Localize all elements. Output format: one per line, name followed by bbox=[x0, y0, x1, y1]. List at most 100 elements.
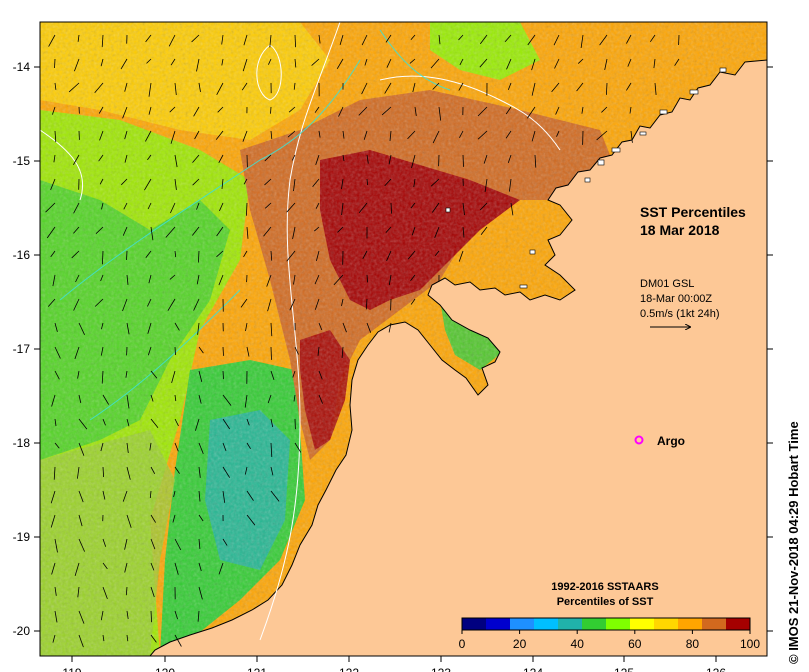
current-vector bbox=[78, 634, 84, 648]
current-vector bbox=[174, 538, 182, 551]
colorbar-swatches bbox=[462, 618, 751, 630]
current-vector bbox=[221, 178, 224, 189]
current-vector bbox=[78, 610, 85, 624]
current-vector bbox=[170, 130, 176, 144]
current-vector bbox=[577, 58, 584, 64]
current-vector bbox=[218, 562, 224, 575]
current-vector bbox=[124, 154, 128, 163]
colorbar-subtitle: Percentiles of SST bbox=[557, 596, 654, 608]
current-vector bbox=[54, 610, 58, 623]
current-vector bbox=[126, 274, 129, 285]
current-vector bbox=[362, 250, 368, 259]
current-vector bbox=[361, 34, 368, 46]
current-vector bbox=[167, 298, 176, 311]
current-vector bbox=[147, 154, 152, 161]
current-vector bbox=[480, 226, 488, 235]
current-vector bbox=[316, 250, 320, 262]
current-vector bbox=[54, 130, 57, 143]
current-vector bbox=[148, 82, 152, 97]
current-vector bbox=[172, 514, 176, 523]
current-vector bbox=[438, 34, 441, 45]
current-vector bbox=[193, 106, 200, 117]
current-vector bbox=[100, 610, 104, 621]
current-vector bbox=[484, 178, 488, 192]
current-vector bbox=[198, 250, 200, 263]
current-vector bbox=[45, 202, 56, 213]
current-vector bbox=[174, 322, 180, 331]
current-vector bbox=[194, 130, 200, 140]
current-vector bbox=[99, 130, 104, 141]
current-vector bbox=[410, 202, 416, 209]
current-vector bbox=[102, 490, 106, 500]
current-vector bbox=[333, 274, 344, 286]
current-vector bbox=[54, 586, 57, 596]
current-vector bbox=[386, 58, 392, 68]
current-vector bbox=[54, 538, 58, 553]
current-vector bbox=[606, 82, 608, 95]
current-vector bbox=[293, 82, 296, 90]
current-vector bbox=[389, 130, 392, 141]
current-vector bbox=[54, 442, 60, 449]
current-vector bbox=[629, 106, 632, 114]
current-vector bbox=[432, 82, 440, 90]
current-vector bbox=[627, 58, 632, 67]
current-vector bbox=[626, 34, 632, 44]
current-vector bbox=[150, 514, 156, 523]
current-vector bbox=[270, 250, 273, 261]
current-vector bbox=[124, 562, 128, 573]
current-vector bbox=[246, 226, 249, 239]
colorbar-ticks bbox=[461, 630, 751, 634]
current-vector bbox=[314, 226, 320, 232]
current-vector bbox=[410, 274, 416, 282]
current-vector bbox=[196, 202, 200, 210]
current-vector bbox=[75, 274, 80, 283]
current-vector bbox=[654, 82, 657, 96]
current-vector bbox=[479, 202, 488, 211]
current-vector bbox=[102, 634, 105, 642]
current-vector bbox=[100, 346, 104, 356]
current-vector bbox=[101, 322, 104, 330]
current-vector bbox=[580, 34, 584, 49]
current-vector bbox=[388, 274, 392, 286]
current-vector bbox=[366, 322, 372, 333]
colorbar-swatch bbox=[630, 618, 655, 630]
current-vector bbox=[292, 226, 296, 240]
current-vector bbox=[47, 298, 56, 307]
current-vector bbox=[341, 178, 344, 190]
longitude-axis: 119 120 121 122 123 124 125 126 bbox=[62, 656, 726, 672]
current-vector bbox=[410, 298, 416, 305]
argo-label: Argo bbox=[657, 434, 685, 448]
current-vector bbox=[384, 178, 392, 187]
current-vector bbox=[477, 106, 488, 117]
current-vector bbox=[174, 634, 182, 647]
current-vector bbox=[358, 202, 368, 213]
current-vector bbox=[149, 442, 152, 451]
current-vector bbox=[246, 202, 248, 216]
current-vector bbox=[222, 394, 232, 406]
lon-tick-label: 123 bbox=[431, 666, 451, 672]
current-vector bbox=[197, 322, 200, 335]
current-vector bbox=[318, 34, 321, 44]
current-vector bbox=[318, 130, 321, 138]
current-vector bbox=[198, 370, 203, 382]
current-vector bbox=[217, 106, 224, 113]
current-vector bbox=[266, 274, 272, 287]
current-vector bbox=[192, 178, 200, 186]
current-vector bbox=[168, 34, 176, 47]
current-vector bbox=[147, 322, 152, 334]
current-vector bbox=[77, 466, 80, 479]
current-vector bbox=[431, 202, 440, 213]
current-vector bbox=[438, 106, 442, 121]
current-vector bbox=[268, 58, 272, 65]
current-vector bbox=[263, 226, 272, 237]
current-scale-label: 0.5m/s (1kt 24h) bbox=[640, 308, 719, 320]
current-vector bbox=[358, 106, 368, 116]
land-mass bbox=[149, 59, 767, 656]
current-vector bbox=[54, 82, 57, 90]
current-vector bbox=[78, 322, 85, 335]
current-vector bbox=[174, 250, 177, 258]
current-vector bbox=[50, 250, 56, 258]
current-vector bbox=[94, 298, 104, 307]
current-vector bbox=[68, 82, 80, 93]
current-vector bbox=[430, 178, 440, 187]
